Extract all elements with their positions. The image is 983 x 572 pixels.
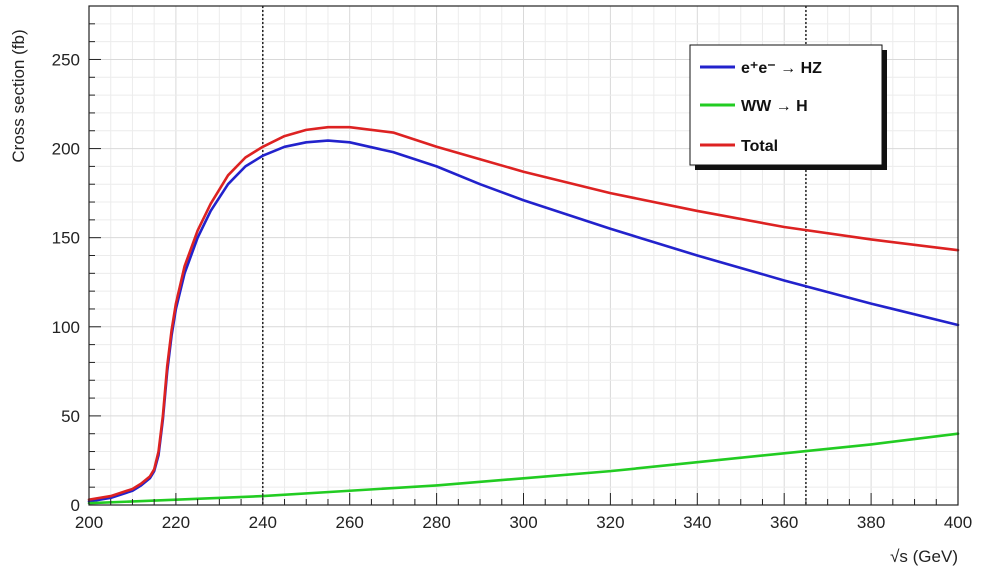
- y-tick-label: 0: [71, 496, 80, 515]
- y-tick-label: 50: [61, 407, 80, 426]
- x-tick-label: 380: [857, 513, 885, 532]
- x-axis-label: √s (GeV): [890, 547, 958, 566]
- x-tick-label: 360: [770, 513, 798, 532]
- legend: e⁺e⁻ → HZ WW → H Total: [689, 44, 887, 170]
- series-line-1: [87, 432, 960, 505]
- grid: [88, 5, 959, 506]
- reference-lines: [262, 6, 807, 505]
- axis-ticks: 200 220 240 260 280 300 320 340 360 380 400 0 50 100 1…: [52, 5, 972, 532]
- x-tick-label: 400: [944, 513, 972, 532]
- y-tick-label: 100: [52, 318, 80, 337]
- x-tick-label: 260: [336, 513, 364, 532]
- x-tick-label: 340: [683, 513, 711, 532]
- legend-label-wwh: WW → H: [741, 98, 808, 115]
- x-tick-label: 300: [509, 513, 537, 532]
- y-axis-label: Cross section (fb): [9, 29, 28, 162]
- x-tick-label: 220: [162, 513, 190, 532]
- x-tick-label: 240: [249, 513, 277, 532]
- series-lines: [87, 125, 960, 505]
- x-tick-label: 320: [596, 513, 624, 532]
- y-tick-label: 200: [52, 140, 80, 159]
- y-tick-label: 150: [52, 229, 80, 248]
- x-tick-label: 280: [422, 513, 450, 532]
- y-tick-label: 250: [52, 50, 80, 69]
- x-tick-label: 200: [75, 513, 103, 532]
- series-line-2: [87, 125, 960, 501]
- legend-label-hz: e⁺e⁻ → HZ: [741, 60, 822, 77]
- legend-label-total: Total: [741, 138, 778, 155]
